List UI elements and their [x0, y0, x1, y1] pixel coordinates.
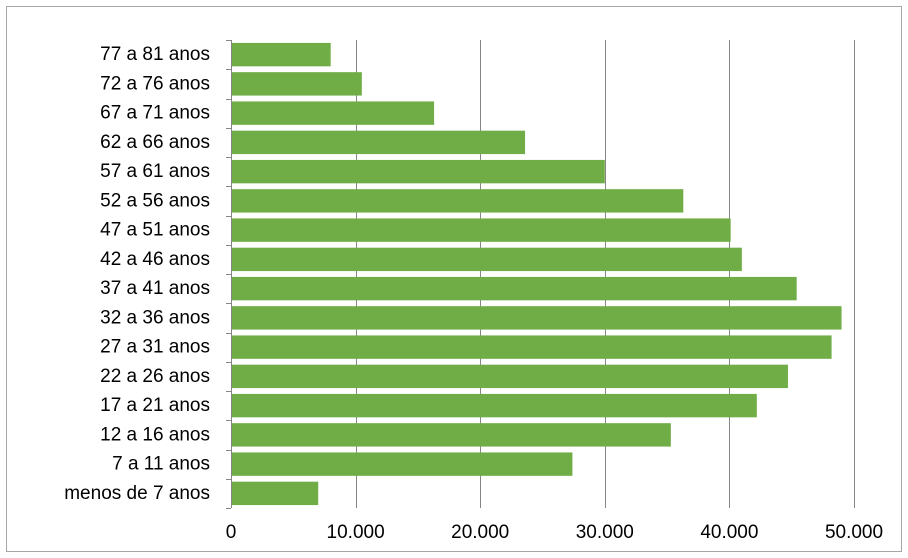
bar-47-a-51-anos	[231, 218, 731, 242]
bar-27-a-31-anos	[231, 335, 832, 359]
bar-menos-de-7-anos	[231, 481, 319, 506]
category-label: 37 a 41 anos	[100, 278, 210, 299]
bar-62-a-66-anos	[231, 130, 526, 155]
category-label: 62 a 66 anos	[100, 132, 210, 153]
x-tick-label: 30.000	[576, 522, 634, 543]
category-label: 12 a 16 anos	[100, 424, 210, 445]
x-tick-label: 50.000	[825, 522, 883, 543]
category-label: 42 a 46 anos	[100, 249, 210, 270]
x-tick-label: 20.000	[451, 522, 509, 543]
category-label: 7 a 11 anos	[112, 454, 210, 475]
x-tick-label: 10.000	[327, 522, 385, 543]
bar-52-a-56-anos	[231, 189, 684, 213]
category-labels: 77 a 81 anos 72 a 76 anos 67 a 71 anos 62 a…	[64, 44, 210, 504]
category-label: 17 a 21 anos	[100, 395, 210, 416]
y-axis	[226, 40, 232, 509]
x-tick-labels: 0 10.000 20.000 30.000 40.000 50.000	[226, 522, 883, 543]
bar-22-a-26-anos	[231, 364, 788, 389]
bars	[231, 42, 842, 506]
x-tick-label: 40.000	[700, 522, 758, 543]
category-label: 72 a 76 anos	[100, 73, 210, 94]
bar-77-a-81-anos	[231, 42, 331, 67]
bar-42-a-46-anos	[231, 247, 742, 272]
bar-17-a-21-anos	[231, 393, 757, 418]
bar-57-a-61-anos	[231, 159, 605, 184]
x-tick-label: 0	[226, 522, 237, 543]
bar-37-a-41-anos	[231, 276, 797, 301]
category-label: menos de 7 anos	[64, 483, 210, 504]
category-label: 67 a 71 anos	[100, 103, 210, 124]
category-label: 57 a 61 anos	[100, 161, 210, 182]
bar-72-a-76-anos	[231, 72, 362, 96]
category-label: 32 a 36 anos	[100, 307, 210, 328]
category-label: 22 a 26 anos	[100, 366, 210, 387]
category-label: 77 a 81 anos	[100, 44, 210, 65]
bar-32-a-36-anos	[231, 306, 842, 330]
bar-7-a-11-anos	[231, 452, 573, 476]
category-label: 52 a 56 anos	[100, 190, 210, 211]
category-label: 47 a 51 anos	[100, 220, 210, 241]
bar-12-a-16-anos	[231, 423, 671, 447]
category-label: 27 a 31 anos	[100, 337, 210, 358]
bar-67-a-71-anos	[231, 101, 435, 125]
